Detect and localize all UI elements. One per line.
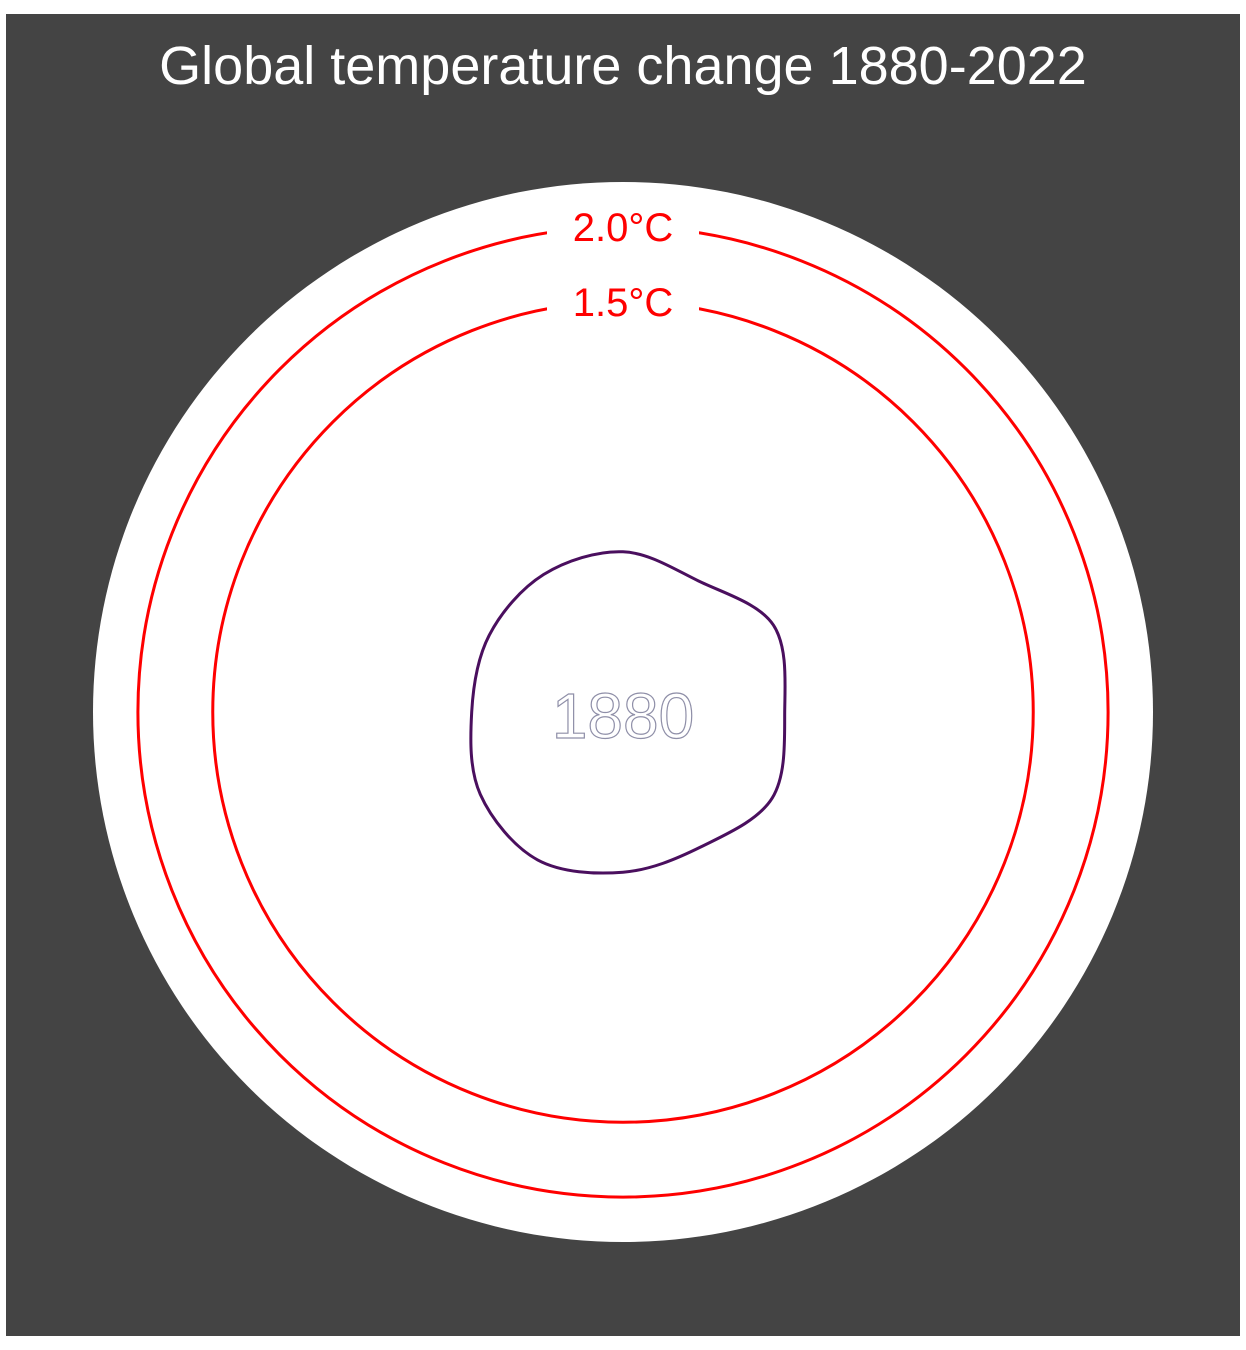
threshold-label-background (547, 277, 699, 326)
chart-title: Global temperature change 1880-2022 (159, 36, 1087, 96)
threshold-label: 2.0°C (573, 206, 674, 250)
series-line-1880 (469, 550, 787, 875)
plot-disc (93, 182, 1153, 1242)
threshold-label-background (547, 202, 699, 251)
threshold-label: 1.5°C (573, 281, 674, 325)
year-label: 1880 (552, 680, 694, 752)
threshold-labels: 1.5°C 2.0°C (547, 202, 699, 326)
